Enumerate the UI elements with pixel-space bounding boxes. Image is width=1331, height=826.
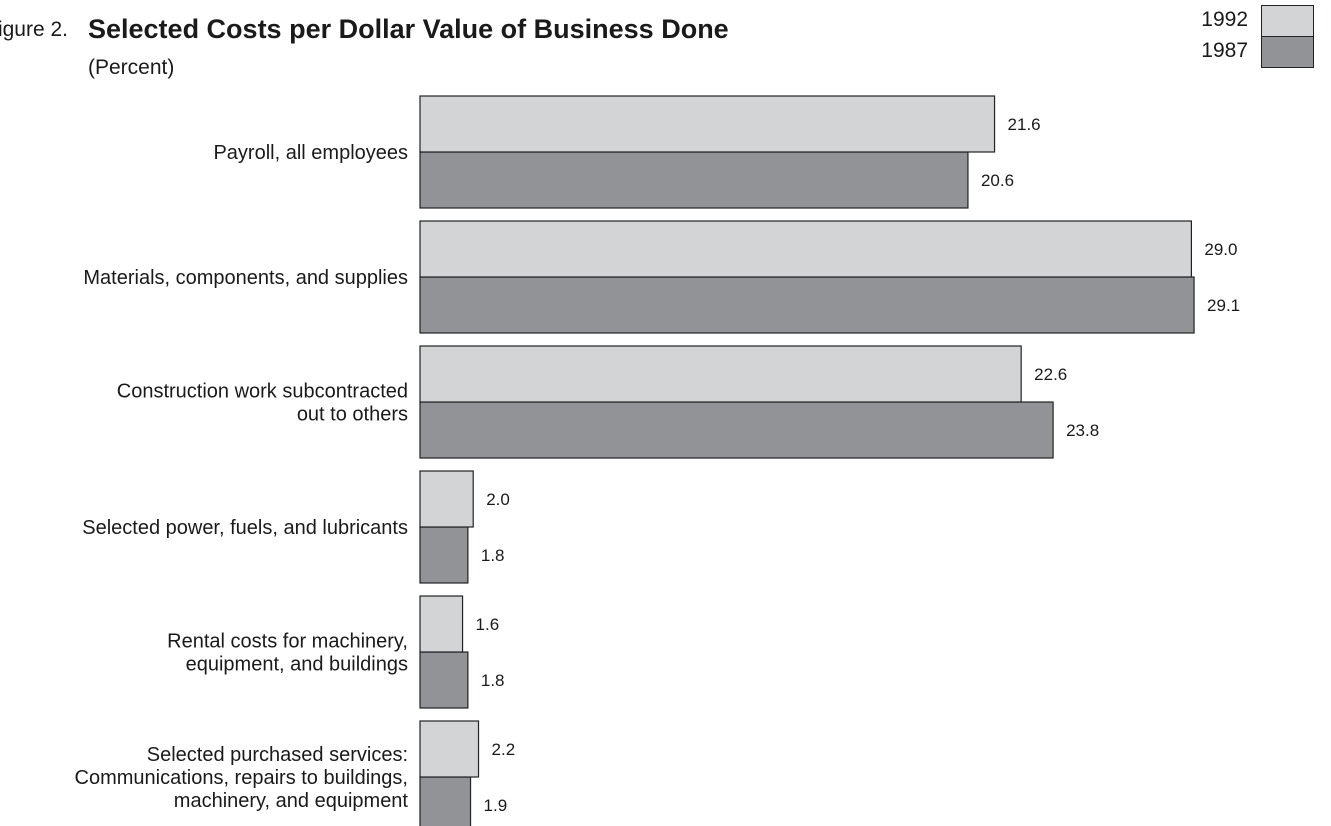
value-label-1992-1: 29.0	[1204, 240, 1237, 259]
category-label-5: Selected purchased services: Communicatio…	[75, 744, 409, 812]
value-label-1987-4: 1.8	[481, 671, 505, 690]
value-label-1987-2: 23.8	[1066, 421, 1099, 440]
bar-1992-0	[420, 96, 995, 152]
bar-1987-0	[420, 152, 968, 208]
bar-1992-3	[420, 471, 473, 527]
category-label-0: Payroll, all employees	[213, 142, 408, 164]
category-label-4: Rental costs for machinery, equipment, an…	[167, 631, 408, 676]
bar-1987-1	[420, 277, 1194, 333]
value-label-1992-4: 1.6	[476, 615, 500, 634]
value-label-1987-3: 1.8	[481, 546, 505, 565]
bar-1992-1	[420, 221, 1191, 277]
bar-1987-4	[420, 652, 468, 708]
category-label-3: Selected power, fuels, and lubricants	[82, 517, 408, 539]
value-label-1992-3: 2.0	[486, 490, 510, 509]
bar-1987-2	[420, 402, 1053, 458]
category-label-1: Materials, components, and supplies	[83, 267, 408, 289]
value-label-1992-0: 21.6	[1008, 115, 1041, 134]
bar-1992-2	[420, 346, 1021, 402]
bar-1987-3	[420, 527, 468, 583]
value-label-1987-5: 1.9	[484, 796, 508, 815]
bar-1992-5	[420, 721, 479, 777]
value-label-1992-2: 22.6	[1034, 365, 1067, 384]
value-label-1992-5: 2.2	[492, 740, 516, 759]
bar-1987-5	[420, 777, 471, 826]
category-label-2: Construction work subcontracted out to ot…	[117, 381, 408, 426]
value-label-1987-0: 20.6	[981, 171, 1014, 190]
value-label-1987-1: 29.1	[1207, 296, 1240, 315]
bar-1992-4	[420, 596, 463, 652]
